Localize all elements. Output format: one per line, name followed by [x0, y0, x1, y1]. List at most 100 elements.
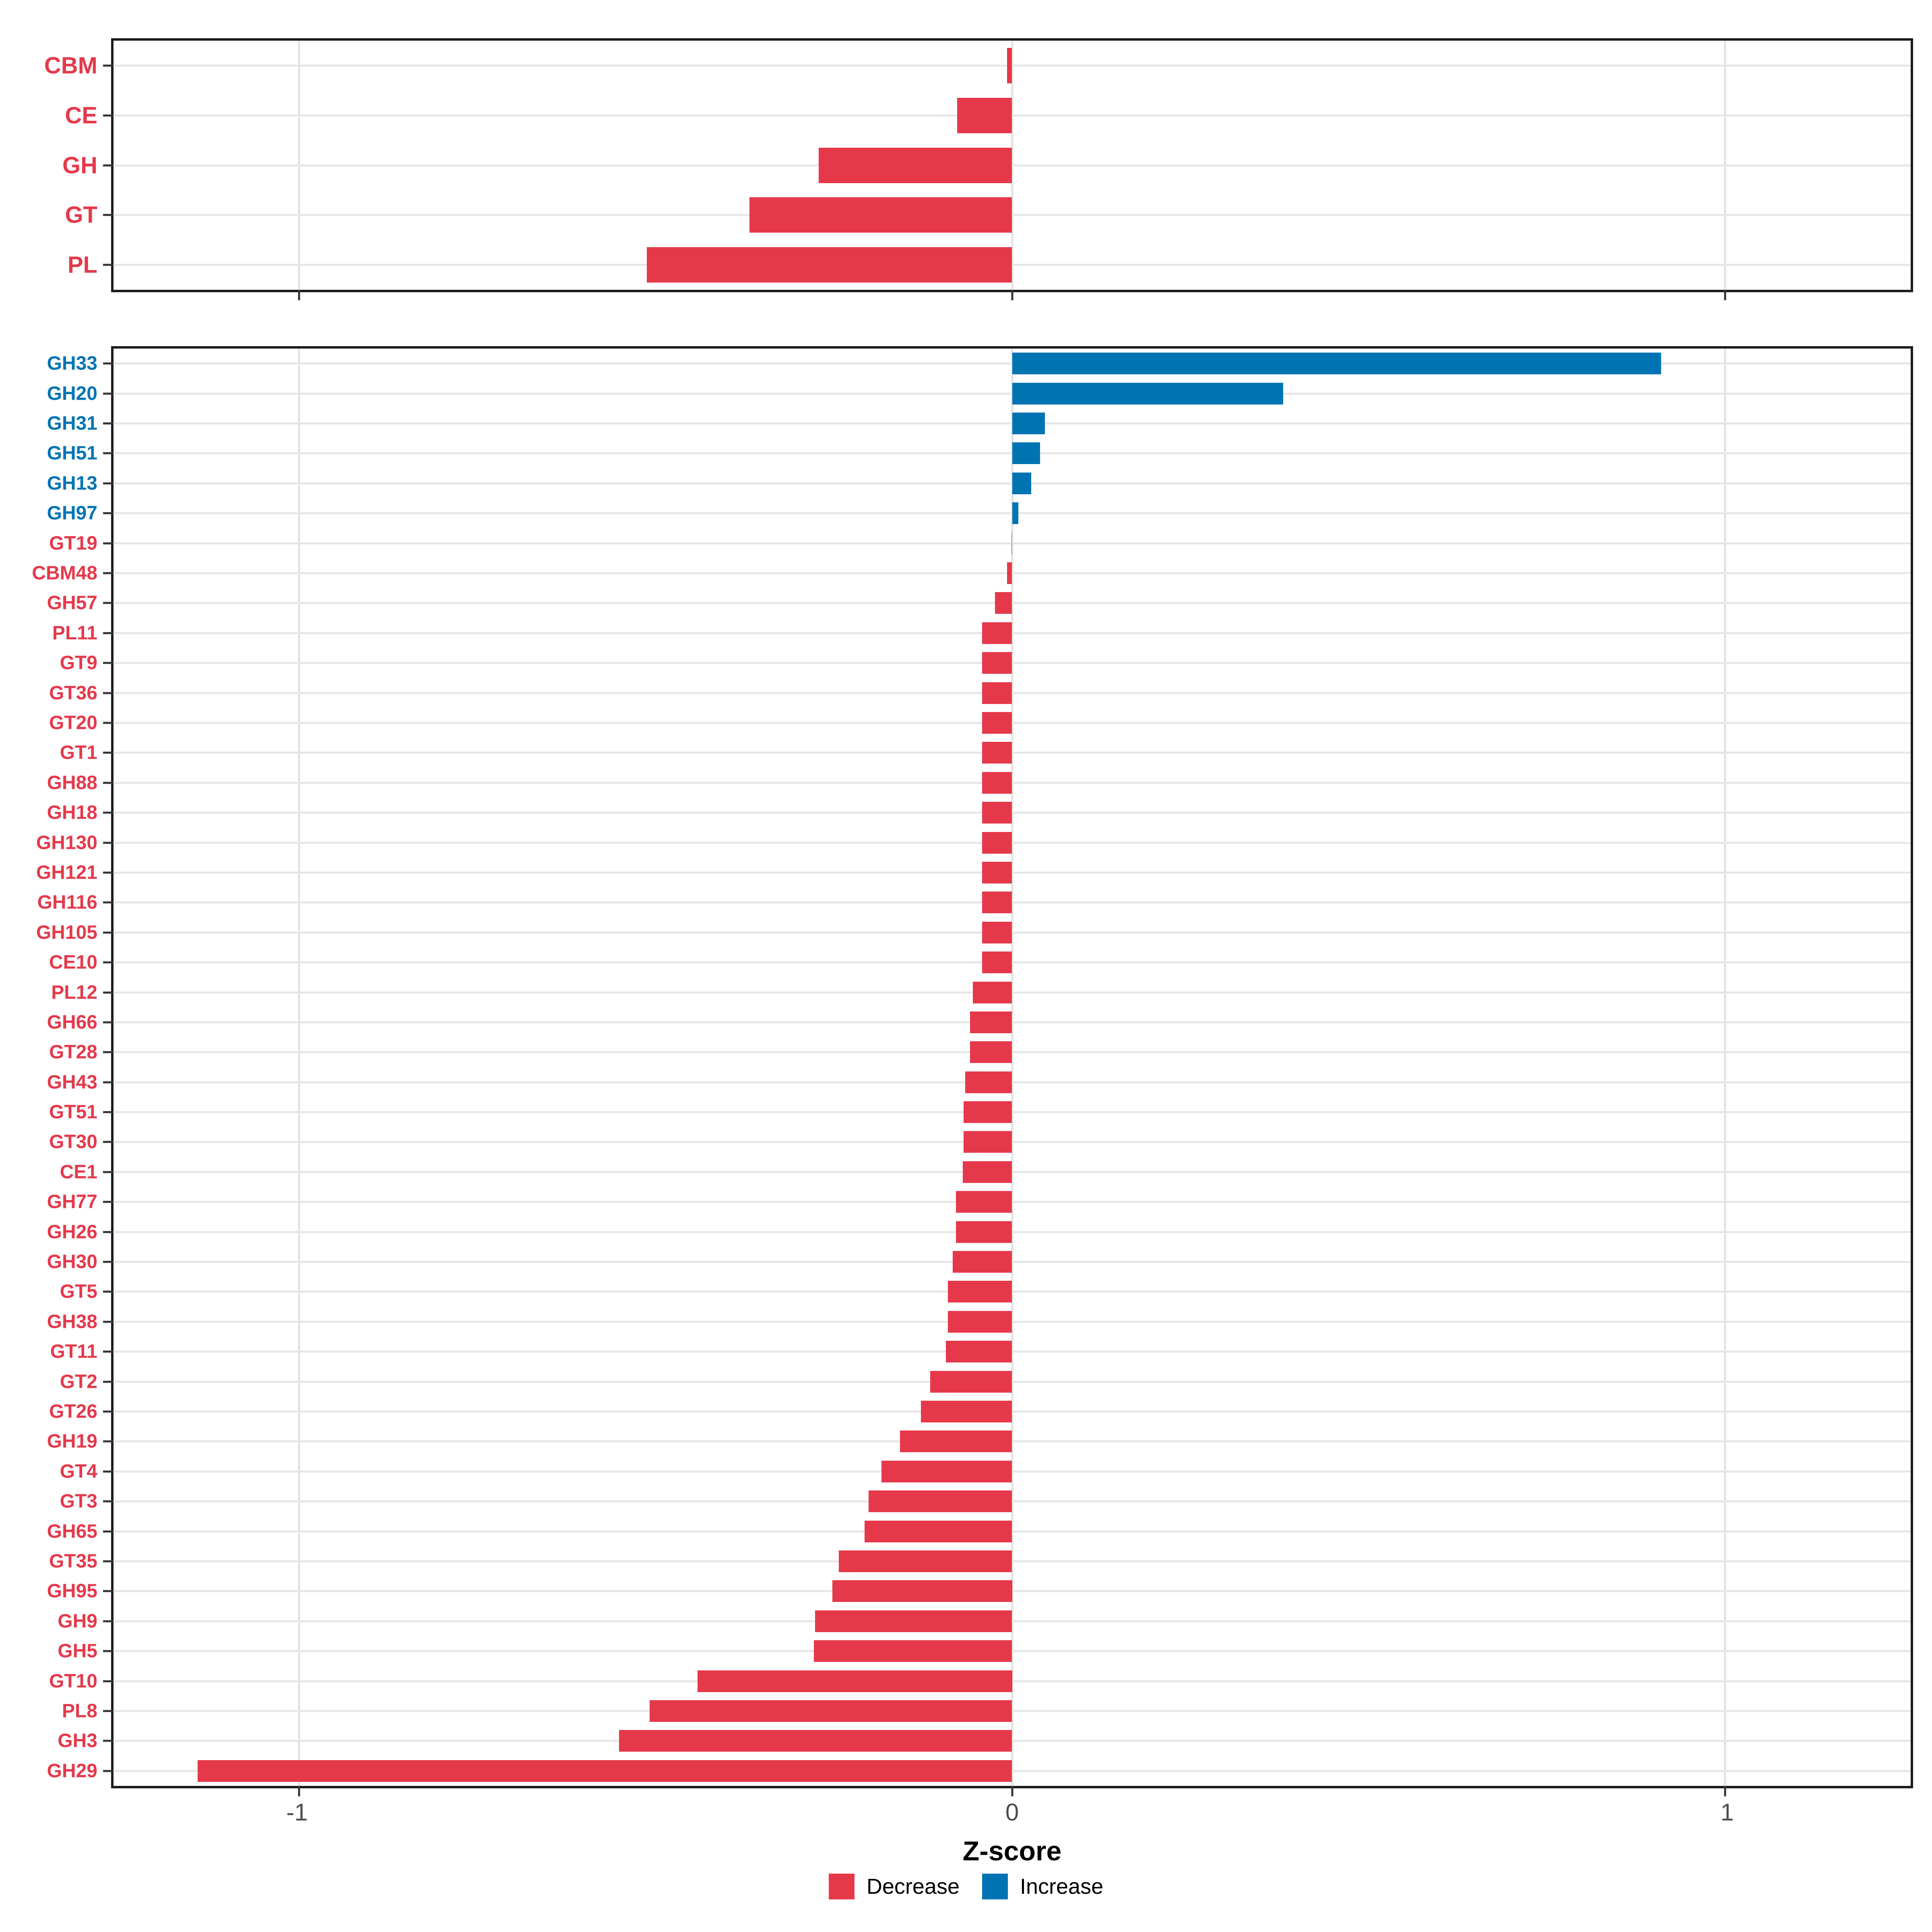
gridline-row	[114, 1710, 1911, 1712]
y-axis-label-GH13: GH13	[47, 473, 97, 494]
y-axis-label-GH95: GH95	[47, 1580, 97, 1602]
y-axis-label-PL12: PL12	[51, 982, 97, 1003]
bar-GH31	[1012, 412, 1045, 434]
y-axis-label-GT1: GT1	[60, 742, 97, 764]
gridline-row	[114, 572, 1911, 574]
y-axis-tick	[103, 114, 114, 117]
bar-GH3	[619, 1730, 1012, 1752]
bar-GH38	[948, 1311, 1012, 1333]
gridline-row	[114, 871, 1911, 874]
y-axis-label-CBM48: CBM48	[32, 562, 97, 584]
legend: Decrease Increase	[0, 1874, 1932, 1899]
y-axis-tick	[103, 1410, 114, 1413]
gridline-row	[114, 1620, 1911, 1622]
y-axis-tick	[103, 1500, 114, 1503]
y-axis-label-GH: GH	[62, 152, 97, 178]
y-axis-tick	[103, 1710, 114, 1712]
y-axis-tick	[103, 1141, 114, 1143]
x-axis-tick	[1011, 290, 1013, 300]
bar-CE	[957, 97, 1012, 133]
bar-GH	[819, 147, 1012, 183]
gridline-row	[114, 164, 1911, 166]
y-axis-label-GH3: GH3	[58, 1730, 97, 1752]
bar-GH51	[1012, 442, 1040, 464]
bar-GT2	[930, 1371, 1012, 1393]
gridline-row	[114, 1381, 1911, 1383]
panel-cazyme-classes: CBM CE GH GT PL	[44, 38, 1913, 300]
gridline-row	[114, 114, 1911, 117]
bar-GT26	[921, 1401, 1012, 1423]
y-axis-tick	[103, 1350, 114, 1353]
y-axis-tick	[103, 362, 114, 365]
plot-area-classes: CBM CE GH GT PL	[44, 41, 1911, 300]
y-axis-tick	[103, 1261, 114, 1263]
x-axis-tick	[1724, 290, 1726, 300]
gridline-row	[114, 1560, 1911, 1563]
bar-GH88	[982, 772, 1012, 794]
gridline-row	[114, 1231, 1911, 1233]
y-axis-tick	[103, 392, 114, 395]
bar-GH5	[813, 1640, 1012, 1662]
bar-CE1	[963, 1161, 1012, 1183]
y-axis-tick	[103, 602, 114, 604]
bar-GT11	[945, 1341, 1012, 1363]
y-axis-tick	[103, 1650, 114, 1652]
gridline-row	[114, 1440, 1911, 1443]
gridline-row	[114, 214, 1911, 216]
bar-GH9	[815, 1610, 1012, 1632]
y-axis-label-GH30: GH30	[47, 1251, 97, 1273]
bar-GH18	[982, 802, 1012, 824]
bar-GH29	[198, 1760, 1012, 1782]
gridline-x-1	[1724, 349, 1726, 1786]
y-axis-tick	[103, 482, 114, 485]
y-axis-label-GH33: GH33	[47, 353, 97, 374]
y-axis-tick	[103, 1290, 114, 1293]
gridline-row	[114, 662, 1911, 664]
legend-label: Decrease	[866, 1874, 960, 1899]
bar-GT9	[982, 652, 1012, 674]
x-axis-tick	[1011, 1786, 1013, 1796]
bar-GH43	[965, 1071, 1012, 1093]
bar-GH13	[1012, 472, 1032, 494]
y-axis-tick	[103, 1590, 114, 1592]
y-axis-tick	[103, 1470, 114, 1473]
y-axis-tick	[103, 1440, 114, 1443]
bar-GH65	[864, 1520, 1012, 1542]
y-axis-tick	[103, 1021, 114, 1024]
bar-GH95	[832, 1580, 1012, 1602]
y-axis-label-PL8: PL8	[62, 1700, 97, 1722]
y-axis-tick	[103, 692, 114, 694]
gridline-row	[114, 1141, 1911, 1143]
gridline-x-0	[1011, 349, 1013, 1786]
y-axis-label-GH51: GH51	[47, 442, 97, 464]
y-axis-label-CE: CE	[65, 102, 97, 129]
y-axis-tick	[103, 1231, 114, 1233]
y-axis-label-GH88: GH88	[47, 772, 97, 794]
y-axis-tick	[103, 782, 114, 784]
gridline-row	[114, 1500, 1911, 1503]
bar-GH26	[956, 1221, 1012, 1243]
y-axis-label-GT10: GT10	[49, 1670, 97, 1692]
y-axis-tick	[103, 1081, 114, 1084]
y-axis-label-GT26: GT26	[49, 1401, 97, 1422]
y-axis-tick	[103, 871, 114, 874]
bar-PL	[647, 247, 1012, 283]
y-axis-label-GT20: GT20	[49, 712, 97, 734]
y-axis-label-GH20: GH20	[47, 383, 97, 405]
gridline-row	[114, 722, 1911, 724]
y-axis-label-CE1: CE1	[60, 1161, 97, 1183]
bar-CE10	[982, 952, 1012, 974]
y-axis-tick	[103, 1321, 114, 1323]
gridline-row	[114, 1051, 1911, 1053]
gridline-row	[114, 692, 1911, 694]
y-axis-tick	[103, 1111, 114, 1113]
bar-GT30	[964, 1131, 1012, 1153]
bar-GT1	[982, 742, 1012, 764]
y-axis-tick	[103, 931, 114, 934]
bar-GH57	[995, 592, 1012, 614]
gridline-row	[114, 602, 1911, 604]
gridline-row	[114, 632, 1911, 634]
gridline-row	[114, 1111, 1911, 1113]
gridline-row	[114, 782, 1911, 784]
bar-GT51	[964, 1101, 1012, 1123]
